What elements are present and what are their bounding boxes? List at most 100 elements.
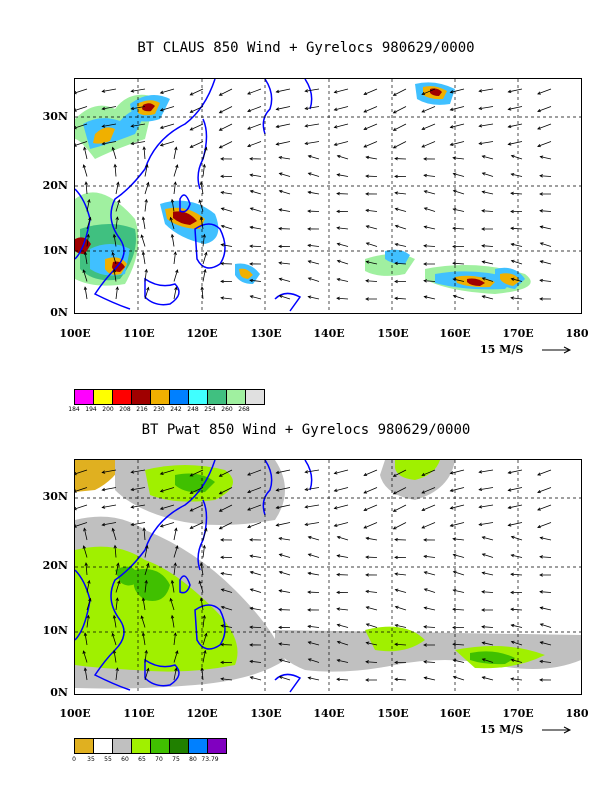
wind-vector	[250, 190, 262, 195]
wind-vector	[363, 504, 378, 511]
wind-vector-head	[249, 643, 253, 647]
wind-vector-head	[336, 535, 341, 540]
wind-vector-head	[423, 295, 428, 299]
wind-vector	[334, 141, 349, 146]
wind-vector	[511, 243, 523, 247]
top-colorbar-label: 230	[153, 406, 165, 413]
wind-vector	[131, 522, 146, 526]
wind-vector	[366, 642, 378, 646]
wind-vector	[540, 226, 552, 230]
wind-vector	[511, 659, 523, 663]
wind-vector-head	[146, 286, 150, 291]
wind-vector-head	[204, 251, 208, 256]
wind-vector	[279, 571, 291, 576]
wind-vector-head	[394, 207, 399, 211]
wind-vector	[250, 226, 262, 230]
wind-vector-head	[84, 562, 88, 566]
wind-vector	[86, 615, 89, 628]
wind-vector-head	[507, 124, 512, 129]
wind-vector	[540, 591, 552, 593]
wind-vector-head	[175, 545, 179, 550]
wind-vector-head	[278, 189, 283, 194]
wind-vector-head	[278, 172, 283, 176]
top-lat-label-20n: 20N	[42, 179, 68, 192]
wind-vector	[540, 210, 552, 212]
wind-vector	[423, 245, 436, 247]
wind-vector-head	[189, 525, 194, 529]
wind-vector	[190, 469, 204, 477]
wind-vector-head	[101, 106, 106, 111]
wind-vector	[479, 504, 494, 508]
wind-vector	[276, 123, 291, 128]
wind-vector-head	[363, 109, 368, 113]
wind-vector	[305, 123, 320, 127]
wind-vector-head	[539, 659, 544, 664]
wind-vector	[308, 296, 320, 300]
wind-vector	[84, 252, 88, 265]
wind-vector-head	[363, 91, 368, 96]
wind-vector-head	[333, 506, 338, 510]
wind-vector	[508, 88, 523, 93]
wind-vector-head	[75, 143, 77, 147]
wind-vector	[247, 522, 262, 528]
wind-vector	[160, 141, 175, 146]
wind-vector-head	[333, 125, 338, 129]
top-map-title: BT CLAUS 850 Wind + Gyrelocs 980629/0000	[137, 40, 475, 56]
wind-vector	[276, 469, 291, 474]
wind-vector-head	[478, 487, 483, 492]
wind-vector	[279, 590, 291, 593]
wind-vector-head	[220, 224, 225, 229]
wind-vector	[337, 243, 349, 247]
wind-vector-head	[141, 251, 146, 256]
wind-vector-head	[111, 146, 115, 151]
wind-vector	[540, 641, 552, 646]
wind-vector-head	[452, 570, 457, 575]
wind-vector	[190, 487, 204, 494]
wind-vector-head	[336, 226, 341, 230]
wind-vector-head	[218, 110, 223, 114]
wind-vector-head	[159, 143, 164, 147]
wind-vector-head	[218, 526, 223, 530]
wind-vector-head	[200, 667, 204, 671]
wind-vector-head	[510, 658, 515, 662]
wind-vector	[337, 608, 349, 611]
wind-vector-head	[423, 571, 428, 575]
wind-vector	[160, 106, 175, 111]
wind-vector-head	[101, 522, 106, 527]
wind-vector-head	[130, 522, 135, 527]
bottom-lat-label-0n: 0N	[50, 686, 68, 699]
wind-vector-head	[304, 89, 309, 93]
wind-vector	[131, 487, 146, 491]
wind-vector-head	[189, 473, 194, 477]
wind-vector-head	[510, 296, 515, 300]
wind-vector	[305, 487, 320, 491]
wind-vector	[421, 88, 436, 95]
wind-vector	[424, 190, 436, 195]
wind-vector-head	[112, 233, 117, 238]
wind-vector-head	[247, 91, 251, 95]
wind-vector-head	[449, 523, 454, 527]
wind-vector-head	[199, 216, 204, 221]
wind-vector-head	[539, 590, 543, 594]
wind-vector-head	[510, 242, 515, 247]
top-colorbar-swatch	[74, 389, 94, 405]
wind-vector-head	[275, 470, 280, 475]
bottom-lat-label-10n: 10N	[42, 624, 68, 637]
wind-vector	[482, 553, 494, 558]
wind-vector-head	[394, 642, 398, 647]
wind-vector-head	[333, 142, 338, 147]
wind-vector-head	[394, 537, 398, 542]
wind-vector-head	[392, 473, 397, 477]
wind-vector	[334, 106, 349, 111]
wind-vector-head	[539, 260, 544, 264]
wind-vector	[83, 650, 88, 663]
bottom-lon-label-130e: 130E	[250, 707, 282, 720]
wind-vector-head	[111, 251, 115, 256]
wind-vector-head	[116, 562, 120, 567]
wind-vector-head	[539, 242, 544, 246]
wind-vector-head	[202, 544, 206, 549]
wind-vector-head	[394, 261, 398, 266]
wind-vector-head	[278, 155, 283, 160]
wind-vector-head	[218, 473, 223, 477]
wind-vector	[102, 469, 117, 473]
